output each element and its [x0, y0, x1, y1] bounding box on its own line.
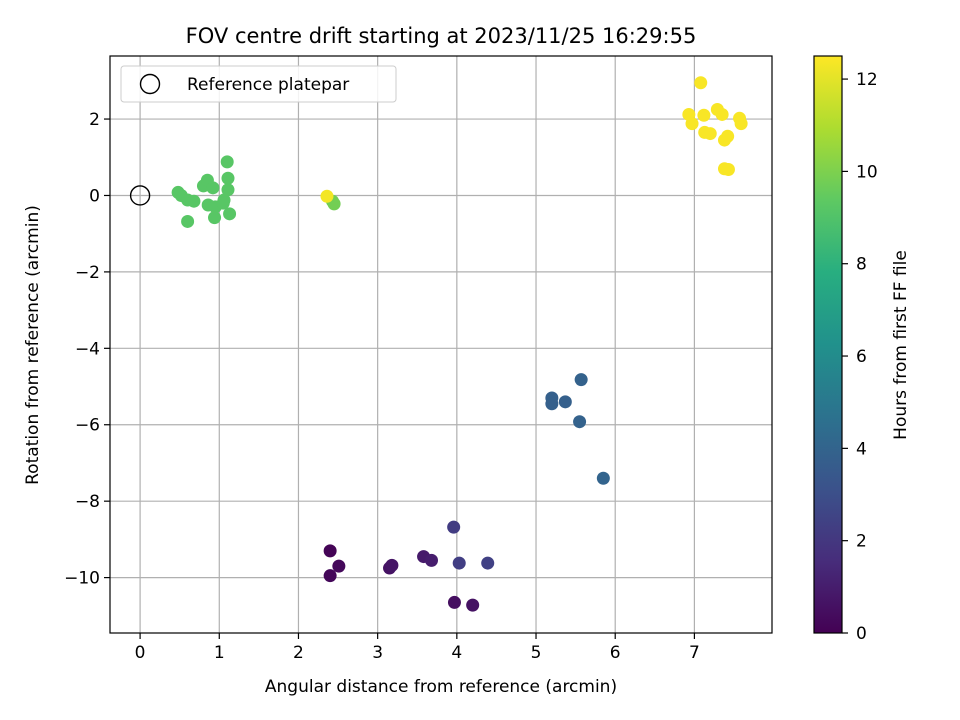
data-point — [447, 595, 461, 609]
data-point — [221, 171, 235, 185]
colorbar-tick-label: 10 — [856, 162, 878, 182]
data-point — [715, 107, 729, 121]
x-tick-label: 6 — [610, 643, 621, 663]
data-point — [466, 598, 480, 612]
data-point — [332, 559, 346, 573]
data-point — [721, 129, 735, 143]
data-point — [452, 556, 466, 570]
legend: Reference platepar — [120, 65, 397, 103]
colorbar-tick-label: 4 — [856, 439, 867, 459]
y-axis-ticks: −10 −8 −6 −4 −2 0 2 — [64, 110, 110, 589]
data-point — [206, 181, 220, 195]
y-tick-label: −10 — [64, 569, 100, 589]
data-point — [208, 211, 222, 225]
x-tick-label: 5 — [531, 643, 542, 663]
data-point — [481, 556, 495, 570]
data-point — [220, 155, 234, 169]
colorbar: 0 2 4 6 8 10 12 Hours from first FF file — [813, 55, 911, 644]
data-point — [685, 117, 699, 131]
data-point — [721, 162, 735, 176]
y-tick-label: −8 — [75, 492, 100, 512]
data-point — [217, 193, 231, 207]
x-tick-label: 4 — [451, 643, 462, 663]
data-point — [181, 214, 195, 228]
x-tick-label: 7 — [689, 643, 700, 663]
colorbar-ticks: 0 2 4 6 8 10 12 — [842, 70, 878, 644]
data-point — [573, 415, 587, 429]
y-tick-label: 0 — [89, 186, 100, 206]
colorbar-tick-label: 8 — [856, 255, 867, 275]
colorbar-tick-label: 12 — [856, 70, 878, 90]
plot-frame — [109, 55, 773, 634]
y-tick-label: −6 — [75, 416, 100, 436]
x-tick-label: 1 — [214, 643, 225, 663]
data-point — [223, 207, 237, 221]
data-point — [323, 569, 337, 583]
data-point — [221, 183, 235, 197]
data-point — [385, 558, 399, 572]
colorbar-frame — [813, 55, 843, 634]
colorbar-tick-label: 2 — [856, 532, 867, 552]
data-point — [545, 397, 559, 411]
data-point — [703, 127, 717, 141]
data-point — [574, 373, 588, 387]
data-point — [447, 520, 461, 534]
y-axis-label: Rotation from reference (arcmin) — [23, 205, 43, 485]
colorbar-tick-label: 0 — [856, 624, 867, 644]
data-point — [558, 395, 572, 409]
y-tick-label: −2 — [75, 263, 100, 283]
data-point — [697, 108, 711, 122]
data-point — [424, 553, 438, 567]
legend-box — [120, 65, 397, 103]
x-axis-label: Angular distance from reference (arcmin) — [265, 677, 617, 697]
data-point — [694, 76, 708, 90]
data-point — [323, 544, 337, 558]
data-point — [734, 117, 748, 131]
colorbar-label: Hours from first FF file — [891, 250, 911, 440]
chart-title: FOV centre drift starting at 2023/11/25 … — [186, 24, 697, 48]
data-points — [171, 76, 748, 612]
data-point — [596, 471, 610, 485]
data-point — [320, 189, 334, 203]
legend-entry-reference: Reference platepar — [187, 75, 349, 95]
colorbar-tick-label: 6 — [856, 347, 867, 367]
y-tick-label: −4 — [75, 339, 100, 359]
colorbar-gradient — [814, 56, 842, 633]
x-axis-ticks: 0 1 2 3 4 5 6 7 — [135, 633, 700, 663]
x-tick-label: 3 — [372, 643, 383, 663]
x-tick-label: 0 — [135, 643, 146, 663]
grid-lines — [110, 56, 772, 633]
x-tick-label: 2 — [293, 643, 304, 663]
legend-reference-marker — [139, 73, 161, 95]
y-tick-label: 2 — [89, 110, 100, 130]
data-point — [187, 194, 201, 208]
reference-platepar-marker — [129, 185, 151, 206]
